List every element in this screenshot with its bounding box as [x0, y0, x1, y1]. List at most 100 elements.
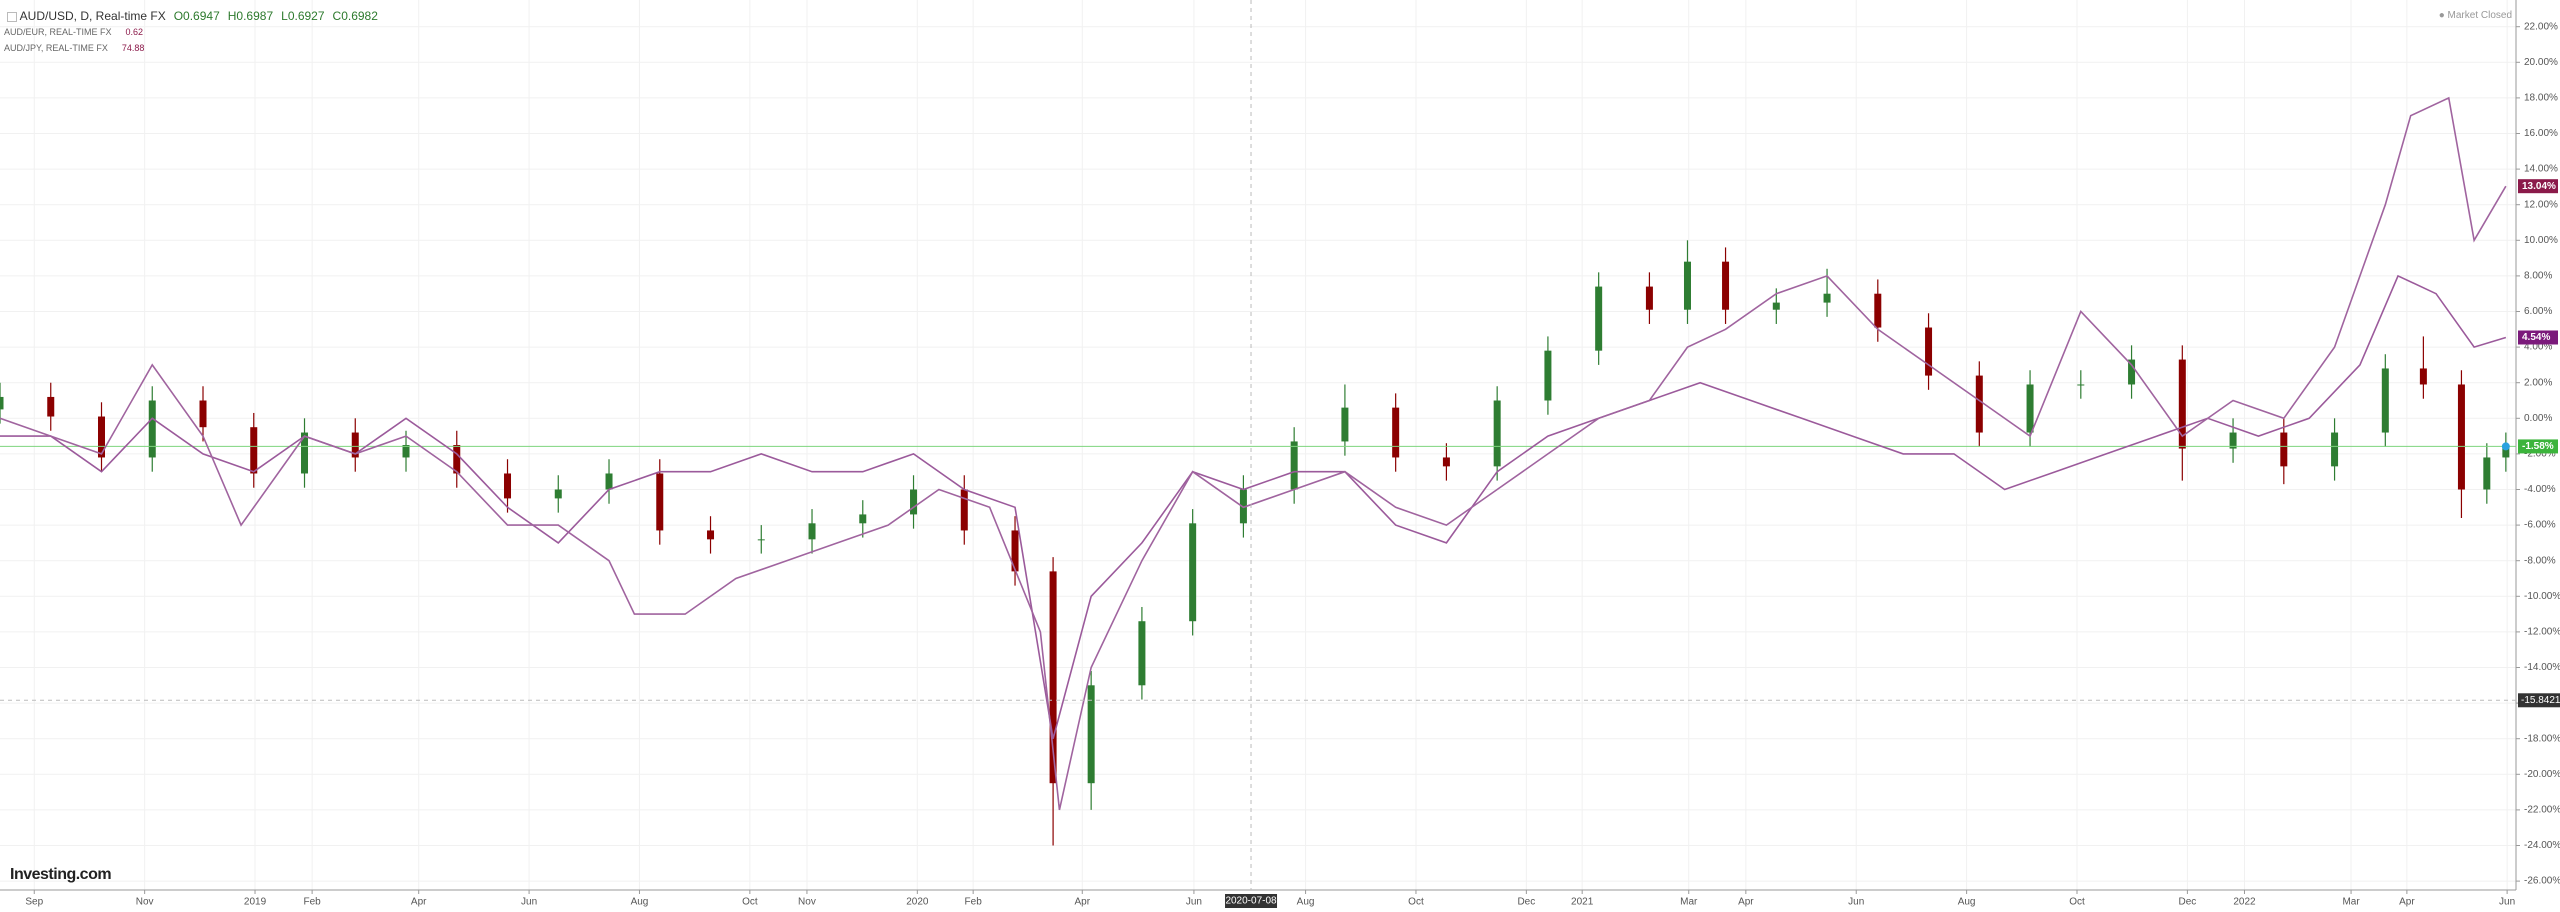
crosshair-y-badge: [2518, 693, 2560, 708]
candle-body: [1925, 327, 1933, 376]
x-tick-label: Oct: [2069, 897, 2085, 908]
market-status: ● Market Closed: [2438, 10, 2512, 21]
ohlc-item: L0.6927: [281, 9, 324, 23]
candle-body: [453, 445, 461, 474]
y-tick-label: -20.00%: [2524, 769, 2560, 780]
y-tick-label: 22.00%: [2524, 21, 2558, 32]
x-tick-label: Apr: [1738, 897, 1754, 908]
x-tick-label: Nov: [798, 897, 816, 908]
x-tick-label: Mar: [1680, 897, 1698, 908]
ohlc-value: 0.6987: [236, 9, 274, 23]
price-badge-label: -1.58%: [2522, 441, 2554, 452]
x-tick-label: Dec: [2178, 897, 2196, 908]
candle-body: [554, 489, 562, 499]
symbol-title: AUD/USD, D, Real-time FX: [19, 9, 166, 23]
x-tick-label: Oct: [742, 897, 758, 908]
x-tick-label: Jun: [521, 897, 537, 908]
candle-body: [250, 427, 258, 474]
y-tick-label: 2.00%: [2524, 377, 2552, 388]
ohlc-key: H: [227, 9, 237, 23]
x-tick-label: Apr: [1074, 897, 1090, 908]
x-tick-label: 2019: [244, 897, 267, 908]
ohlc-value: 0.6927: [287, 9, 325, 23]
candle-body: [2077, 384, 2085, 386]
y-tick-label: 10.00%: [2524, 235, 2558, 246]
candle-body: [402, 445, 410, 458]
candle-body: [199, 400, 207, 428]
x-tick-label: Sep: [25, 897, 43, 908]
legend-row: AUD/JPY, REAL-TIME FX 74.88: [4, 40, 378, 56]
candle-body: [1189, 523, 1197, 622]
candle-body: [605, 473, 613, 490]
candle-body: [1087, 685, 1095, 784]
candle-body: [2280, 432, 2288, 467]
candle-body: [1645, 286, 1653, 310]
y-tick-label: -2.00%: [2524, 449, 2556, 460]
series-name: AUD/EUR, REAL-TIME FX: [4, 27, 112, 37]
candle-body: [2381, 368, 2389, 433]
y-tick-label: -14.00%: [2524, 662, 2560, 673]
candle-body: [707, 530, 715, 540]
candle-body: [1138, 621, 1146, 686]
price-badge: [2518, 330, 2558, 345]
candle-body: [1442, 457, 1450, 467]
ohlc-item: O0.6947: [174, 9, 220, 23]
candle-body: [1493, 400, 1501, 467]
candle-body: [2128, 359, 2136, 385]
candle-body: [1823, 293, 1831, 303]
x-tick-label: Jun: [2499, 897, 2515, 908]
candle-body: [1392, 407, 1400, 458]
candle-body: [98, 416, 106, 458]
y-tick-label: -6.00%: [2524, 520, 2556, 531]
legend: AUD/USD, D, Real-time FX O0.6947 H0.6987 L0…: [4, 8, 378, 56]
candle-body: [2419, 368, 2427, 385]
candle-body: [148, 400, 156, 458]
x-tick-label: Feb: [965, 897, 983, 908]
ohlc-key: C: [332, 9, 342, 23]
x-tick-label: Aug: [631, 897, 649, 908]
x-tick-label: Jun: [1848, 897, 1864, 908]
x-tick-label: 2020: [906, 897, 929, 908]
x-tick-label: Feb: [304, 897, 322, 908]
series-name: AUD/JPY, REAL-TIME FX: [4, 43, 108, 53]
y-tick-label: -8.00%: [2524, 555, 2556, 566]
candle-body: [1975, 375, 1983, 433]
series-quote: 0.62: [125, 27, 144, 37]
crosshair-x-label: 2020-07-08: [1225, 896, 1277, 907]
candle-body: [1341, 407, 1349, 442]
y-tick-label: 14.00%: [2524, 164, 2558, 175]
candle-body: [2331, 432, 2339, 467]
candle-body: [1049, 571, 1057, 784]
line-series: [0, 96, 2507, 811]
y-tick-label: -12.00%: [2524, 627, 2560, 638]
candle-body: [1011, 530, 1019, 572]
candle-body: [2483, 457, 2491, 490]
ohlc-key: L: [281, 9, 288, 23]
series-quote: 74.88: [121, 43, 145, 53]
y-tick-label: 12.00%: [2524, 199, 2558, 210]
status-text: Market Closed: [2447, 10, 2512, 21]
candle-body: [504, 473, 512, 499]
candle-body: [1544, 350, 1552, 401]
y-tick-label: 16.00%: [2524, 128, 2558, 139]
candle-body: [656, 473, 664, 531]
collapse-icon[interactable]: [7, 11, 17, 22]
candle-body: [1290, 441, 1298, 490]
candle-body: [1595, 286, 1603, 351]
candle-body: [351, 432, 359, 458]
ohlc-item: H0.6987: [228, 9, 273, 23]
candle-body: [2502, 446, 2510, 458]
price-badge: [2518, 439, 2558, 454]
x-tick-label: Apr: [411, 897, 427, 908]
x-tick-label: Nov: [136, 897, 154, 908]
x-tick-label: Aug: [1297, 897, 1315, 908]
line-series: [0, 274, 2507, 739]
main-legend: AUD/USD, D, Real-time FX O0.6947 H0.6987 L0…: [4, 8, 378, 24]
x-tick-label: 2021: [1571, 897, 1594, 908]
candle-body: [1683, 261, 1691, 310]
y-tick-label: 0.00%: [2524, 413, 2552, 424]
candle-body: [301, 432, 309, 474]
candle-body: [1722, 261, 1730, 310]
candle-body: [808, 523, 816, 540]
